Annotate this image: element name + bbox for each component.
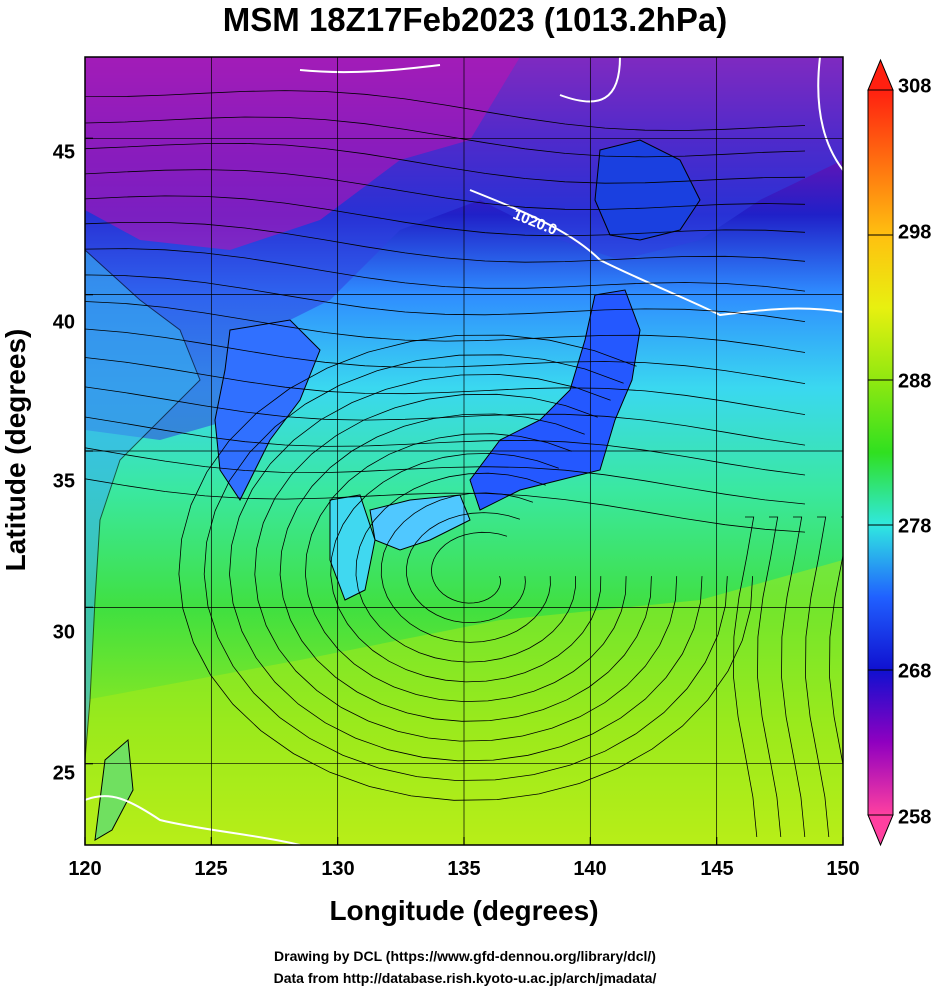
streamline bbox=[781, 516, 806, 838]
y-tick-label: 25 bbox=[52, 762, 75, 785]
colorbar-gradient bbox=[867, 89, 894, 816]
colorbar-tick-label: 278 bbox=[898, 515, 932, 538]
streamline bbox=[85, 115, 806, 158]
hokkaido-landmass bbox=[594, 139, 701, 241]
wind-streamlines bbox=[85, 87, 843, 838]
streamline bbox=[805, 516, 830, 838]
x-tick-label: 130 bbox=[321, 858, 355, 880]
cyclone-streamline bbox=[355, 472, 576, 663]
credit-data-source: Data from http://database.rish.kyoto-u.a… bbox=[273, 970, 657, 986]
streamline bbox=[85, 447, 806, 505]
streamline bbox=[85, 195, 806, 237]
shikoku-landmass bbox=[369, 494, 471, 551]
x-tick-label: 140 bbox=[573, 858, 607, 880]
map-plot-area: 1020.0 bbox=[85, 57, 843, 845]
streamline bbox=[85, 169, 806, 210]
colorbar-lower-triangle bbox=[867, 814, 894, 847]
isobar-contour-north bbox=[559, 57, 621, 103]
credit-dcl: Drawing by DCL (https://www.gfd-dennou.o… bbox=[274, 948, 656, 964]
cyclone-streamline bbox=[330, 452, 602, 683]
very-cold-air-mass bbox=[85, 57, 520, 250]
streamline bbox=[85, 87, 806, 131]
china-coast bbox=[85, 249, 201, 761]
isobar-contour-south bbox=[85, 795, 301, 845]
cyclone-streamline bbox=[304, 433, 627, 703]
y-tick-label: 45 bbox=[52, 141, 75, 164]
cyclone-streamline bbox=[279, 413, 652, 722]
isobar-1020-contour bbox=[469, 189, 843, 317]
colorbar bbox=[867, 58, 894, 847]
colorbar-upper-triangle bbox=[867, 58, 894, 91]
streamline bbox=[85, 222, 806, 263]
x-tick-label: 135 bbox=[447, 858, 481, 880]
x-tick-label: 150 bbox=[826, 858, 860, 880]
streamline bbox=[85, 357, 806, 415]
cyclone-streamline bbox=[254, 393, 678, 742]
streamline bbox=[85, 248, 806, 292]
y-tick-label: 35 bbox=[52, 470, 75, 493]
korea-landmass bbox=[214, 319, 321, 501]
streamline bbox=[85, 386, 806, 446]
streamline bbox=[85, 328, 806, 384]
colorbar-tick-label: 288 bbox=[898, 370, 932, 393]
isobar-contour-northeast bbox=[817, 57, 843, 171]
kyushu-landmass bbox=[329, 494, 376, 601]
streamline bbox=[85, 301, 806, 353]
isobar-contour-northwest bbox=[299, 64, 441, 74]
honshu-landmass bbox=[469, 289, 641, 511]
cyclone-streamline bbox=[178, 334, 753, 801]
colorbar-tick-marks bbox=[868, 89, 893, 816]
y-tick-label: 40 bbox=[52, 311, 75, 334]
x-tick-label: 120 bbox=[68, 858, 102, 880]
cyclone-streamline bbox=[203, 354, 728, 781]
x-tick-label: 145 bbox=[700, 858, 734, 880]
streamline bbox=[85, 416, 806, 476]
x-tick-label: 125 bbox=[194, 858, 228, 880]
streamline bbox=[85, 142, 806, 184]
axis-tick-marks bbox=[84, 137, 844, 845]
colorbar-tick-label: 308 bbox=[898, 75, 932, 98]
streamline bbox=[733, 516, 758, 838]
cyclone-streamline bbox=[380, 492, 551, 643]
grid-lines bbox=[85, 57, 843, 845]
x-axis-label: Longitude (degrees) bbox=[329, 895, 599, 926]
taiwan-landmass bbox=[94, 738, 134, 841]
cyclone-streamline bbox=[229, 374, 703, 762]
colorbar-tick-label: 298 bbox=[898, 221, 932, 244]
colorbar-tick-label: 258 bbox=[898, 806, 932, 829]
y-tick-label: 30 bbox=[52, 621, 75, 644]
colorbar-tick-label: 268 bbox=[898, 660, 932, 683]
streamline bbox=[85, 478, 806, 533]
cyclone-streamline bbox=[430, 531, 508, 604]
streamline bbox=[829, 516, 843, 767]
cyclone-streamline bbox=[406, 512, 526, 624]
streamline bbox=[757, 516, 782, 838]
map-title: MSM 18Z17Feb2023 (1013.2hPa) bbox=[222, 1, 728, 38]
streamline bbox=[85, 274, 806, 322]
